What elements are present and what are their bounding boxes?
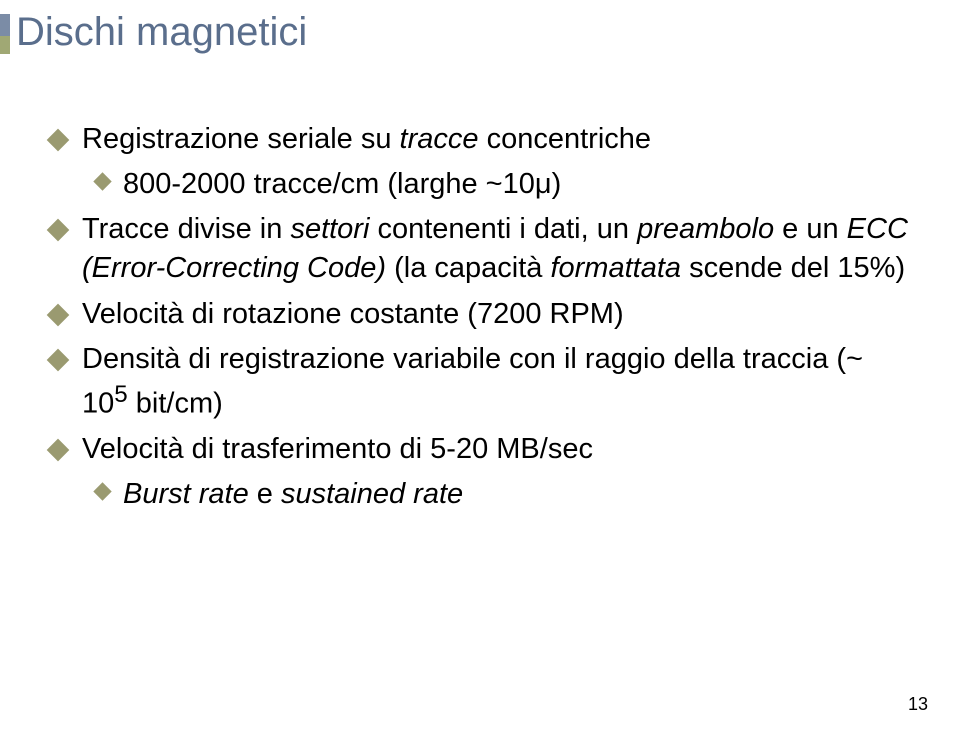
list-item: Burst rate e sustained rate [50,475,910,514]
list-item: Velocità di rotazione costante (7200 RPM… [50,295,910,334]
list-item: Tracce divise in settori contenenti i da… [50,210,910,288]
list-item: Registrazione seriale su tracce concentr… [50,120,910,159]
bullet-icon [93,482,111,500]
bullet-icon [93,172,111,190]
list-item-text: Densità di registrazione variabile con i… [82,340,910,424]
content-area: Registrazione seriale su tracce concentr… [50,120,910,520]
bullet-icon [47,303,70,326]
bullet-icon [47,129,70,152]
list-item: 800-2000 tracce/cm (larghe ~10μ) [50,165,910,204]
list-item-text: 800-2000 tracce/cm (larghe ~10μ) [123,165,561,204]
page-number: 13 [908,694,928,715]
title-bar: Dischi magnetici [0,14,307,55]
bullet-icon [47,219,70,242]
list-item-text: Velocità di rotazione costante (7200 RPM… [82,295,624,334]
bullet-icon [47,348,70,371]
accent-top [0,14,10,36]
accent-bottom [0,36,10,54]
list-item: Densità di registrazione variabile con i… [50,340,910,424]
bullet-icon [47,438,70,461]
accent-block [0,14,10,54]
list-item-text: Tracce divise in settori contenenti i da… [82,210,910,288]
list-item-text: Burst rate e sustained rate [123,475,463,514]
slide-title: Dischi magnetici [16,10,307,55]
list-item-text: Velocità di trasferimento di 5-20 MB/sec [82,430,593,469]
list-item-text: Registrazione seriale su tracce concentr… [82,120,651,159]
list-item: Velocità di trasferimento di 5-20 MB/sec [50,430,910,469]
slide: Dischi magnetici Registrazione seriale s… [0,0,960,733]
